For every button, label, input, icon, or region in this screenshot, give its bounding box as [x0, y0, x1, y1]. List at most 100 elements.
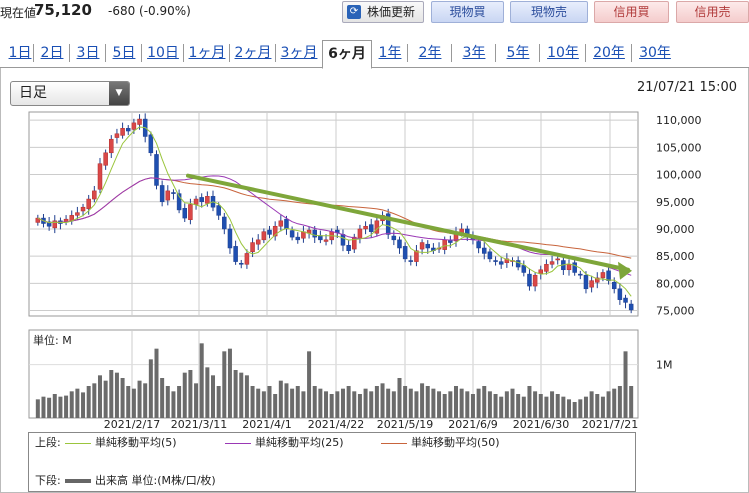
volume-bar	[380, 383, 385, 418]
volume-bar	[533, 391, 538, 418]
volume-bar	[453, 386, 458, 418]
price-tick-label: 95,000	[656, 196, 695, 209]
spot-buy-button[interactable]: 現物買	[431, 1, 504, 23]
candle-body	[532, 274, 538, 287]
candle-body	[103, 152, 108, 166]
tab-period-2[interactable]: 3日	[76, 45, 100, 61]
margin-sell-button[interactable]: 信用売	[676, 1, 749, 23]
volume-bar	[583, 396, 588, 418]
volume-bar	[600, 396, 605, 418]
volume-bar	[239, 372, 244, 418]
legend-sma25-swatch	[225, 443, 251, 444]
volume-bar	[52, 394, 57, 418]
candle-body	[628, 303, 634, 311]
volume-bar	[148, 359, 153, 418]
volume-bar	[278, 380, 283, 418]
legend-sma25-label: 単純移動平均(25)	[255, 436, 344, 449]
volume-bar	[154, 348, 159, 418]
tab-period-5[interactable]: 1ヶ月	[188, 45, 226, 61]
volume-bar	[114, 372, 119, 418]
candle-body	[549, 261, 555, 265]
candle-body	[239, 262, 244, 265]
period-select[interactable]: 日足 ▼	[10, 81, 130, 106]
candle-body	[193, 198, 199, 205]
volume-bar	[442, 394, 447, 418]
price-tick-label: 85,000	[656, 250, 695, 263]
legend-upper-label: 上段:	[35, 436, 61, 449]
candle-body	[391, 235, 397, 241]
candle-body	[357, 228, 363, 240]
candle-body	[419, 242, 425, 250]
price-tick-label: 110,000	[656, 114, 702, 127]
volume-bar	[171, 391, 176, 418]
tab-period-11[interactable]: 3年	[462, 45, 486, 61]
candle-body	[555, 258, 560, 261]
tab-period-9[interactable]: 1年	[378, 45, 402, 61]
candle-body	[80, 206, 86, 212]
candle-body	[538, 269, 544, 274]
candle-body	[188, 204, 193, 220]
tab-separator	[105, 44, 106, 62]
tab-period-15[interactable]: 30年	[639, 45, 671, 61]
volume-bar	[284, 383, 289, 418]
candle-body	[137, 118, 142, 125]
tab-period-10[interactable]: 2年	[418, 45, 442, 61]
tab-period-1[interactable]: 2日	[40, 45, 64, 61]
volume-bar	[188, 370, 193, 418]
candle-body	[199, 197, 204, 203]
volume-bar	[92, 383, 97, 418]
x-tick-label: 2021/2/17	[104, 418, 160, 431]
volume-bar	[612, 388, 617, 418]
volume-bar	[126, 386, 131, 418]
legend-sma5-label: 単純移動平均(5)	[95, 436, 177, 449]
tab-period-13[interactable]: 10年	[547, 45, 579, 61]
candle-body	[493, 260, 498, 262]
volume-bar	[256, 388, 261, 418]
tab-period-14[interactable]: 20年	[593, 45, 625, 61]
margin-buy-button[interactable]: 信用買	[594, 1, 669, 23]
price-tick-label: 100,000	[656, 169, 702, 182]
candle-body	[278, 220, 284, 227]
x-tick-label: 2021/7/21	[582, 418, 638, 431]
refresh-icon: ⟳	[347, 5, 361, 19]
volume-bar	[595, 394, 600, 418]
tab-period-12[interactable]: 5年	[506, 45, 530, 61]
candle-body	[623, 297, 628, 303]
legend-sma50-label: 単純移動平均(50)	[411, 436, 500, 449]
chart-legend: 上段: 単純移動平均(5) 単純移動平均(25) 単純移動平均(50) 下段: …	[28, 432, 636, 492]
spot-sell-button[interactable]: 現物売	[510, 1, 588, 23]
refresh-price-button[interactable]: ⟳ 株価更新	[342, 1, 424, 23]
candle-body	[515, 260, 521, 268]
tab-period-3[interactable]: 5日	[112, 45, 136, 61]
tab-period-0[interactable]: 1日	[8, 45, 32, 61]
volume-bar	[64, 395, 69, 418]
volume-bar	[561, 396, 566, 418]
candle-body	[408, 260, 414, 262]
volume-bar	[617, 386, 622, 418]
candle-body	[578, 273, 583, 276]
volume-bar	[589, 391, 594, 418]
volume-bar	[510, 388, 515, 418]
candle-body	[86, 198, 91, 210]
x-tick-label: 2021/3/11	[171, 418, 227, 431]
trendline-arrowhead	[618, 261, 632, 280]
legend-lower-label: 下段:	[35, 474, 61, 487]
tab-separator	[275, 44, 276, 62]
volume-bar	[199, 343, 204, 418]
period-select-value: 日足	[19, 85, 47, 101]
volume-bar	[465, 391, 470, 418]
tab-period-7[interactable]: 3ヶ月	[280, 45, 318, 61]
volume-bar	[109, 370, 114, 418]
volume-bar	[227, 348, 232, 418]
price-plot-frame	[28, 111, 639, 317]
candle-body	[595, 277, 600, 283]
tab-period-8[interactable]: 6ヶ月	[322, 40, 372, 69]
candle-body	[227, 228, 233, 249]
tab-period-4[interactable]: 10日	[147, 45, 179, 61]
tab-period-6[interactable]: 2ヶ月	[234, 45, 272, 61]
volume-bar	[357, 394, 362, 418]
volume-bar	[431, 388, 436, 418]
volume-bar	[476, 388, 481, 418]
volume-bar	[267, 386, 272, 418]
candle-body	[295, 236, 301, 241]
